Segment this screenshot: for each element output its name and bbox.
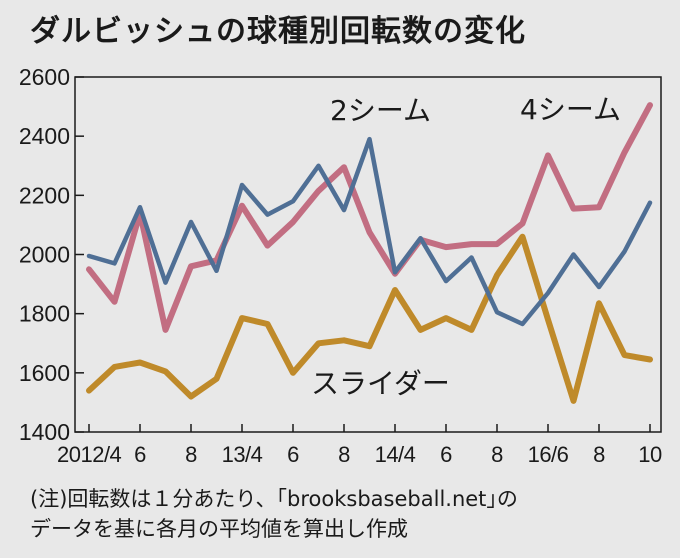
x-tick-label: 8: [185, 442, 197, 467]
y-tick-label: 2600: [19, 64, 70, 90]
series-label-2: 4シーム: [520, 93, 621, 126]
y-tick-label: 2400: [19, 123, 70, 149]
x-tick-label: 10: [638, 442, 662, 467]
y-tick-label: 1800: [19, 301, 70, 327]
y-tick-label: 1600: [19, 360, 70, 386]
x-tick-label: 14/4: [375, 442, 416, 467]
y-tick-label: 1400: [19, 419, 70, 445]
y-tick-label: 2000: [19, 242, 70, 268]
x-tick-label: 6: [440, 442, 452, 467]
x-tick-label: 8: [338, 442, 350, 467]
series-label-1: 2シーム: [330, 94, 431, 127]
y-tick-label: 2200: [19, 182, 70, 208]
x-tick-label: 16/6: [528, 442, 569, 467]
x-tick-label: 13/4: [222, 442, 263, 467]
x-tick-label: 8: [491, 442, 503, 467]
x-tick-label: 6: [134, 442, 146, 467]
note-line-1: (注)回転数は１分あたり、｢brooksbaseball.net｣の: [30, 487, 518, 511]
series-label-3: スライダー: [311, 367, 450, 400]
x-tick-label: 2012/4: [57, 442, 122, 467]
chart-title: ダルビッシュの球種別回転数の変化: [30, 14, 526, 49]
x-tick-label: 6: [287, 442, 299, 467]
note-line-2: データを基に各月の平均値を算出し作成: [30, 517, 408, 541]
series-line-1: [86, 136, 653, 327]
x-tick-label: 8: [593, 442, 605, 467]
series-line-3: [86, 233, 653, 404]
chart-note: (注)回転数は１分あたり、｢brooksbaseball.net｣の データを基…: [30, 484, 670, 544]
series-line-2: [86, 102, 653, 333]
